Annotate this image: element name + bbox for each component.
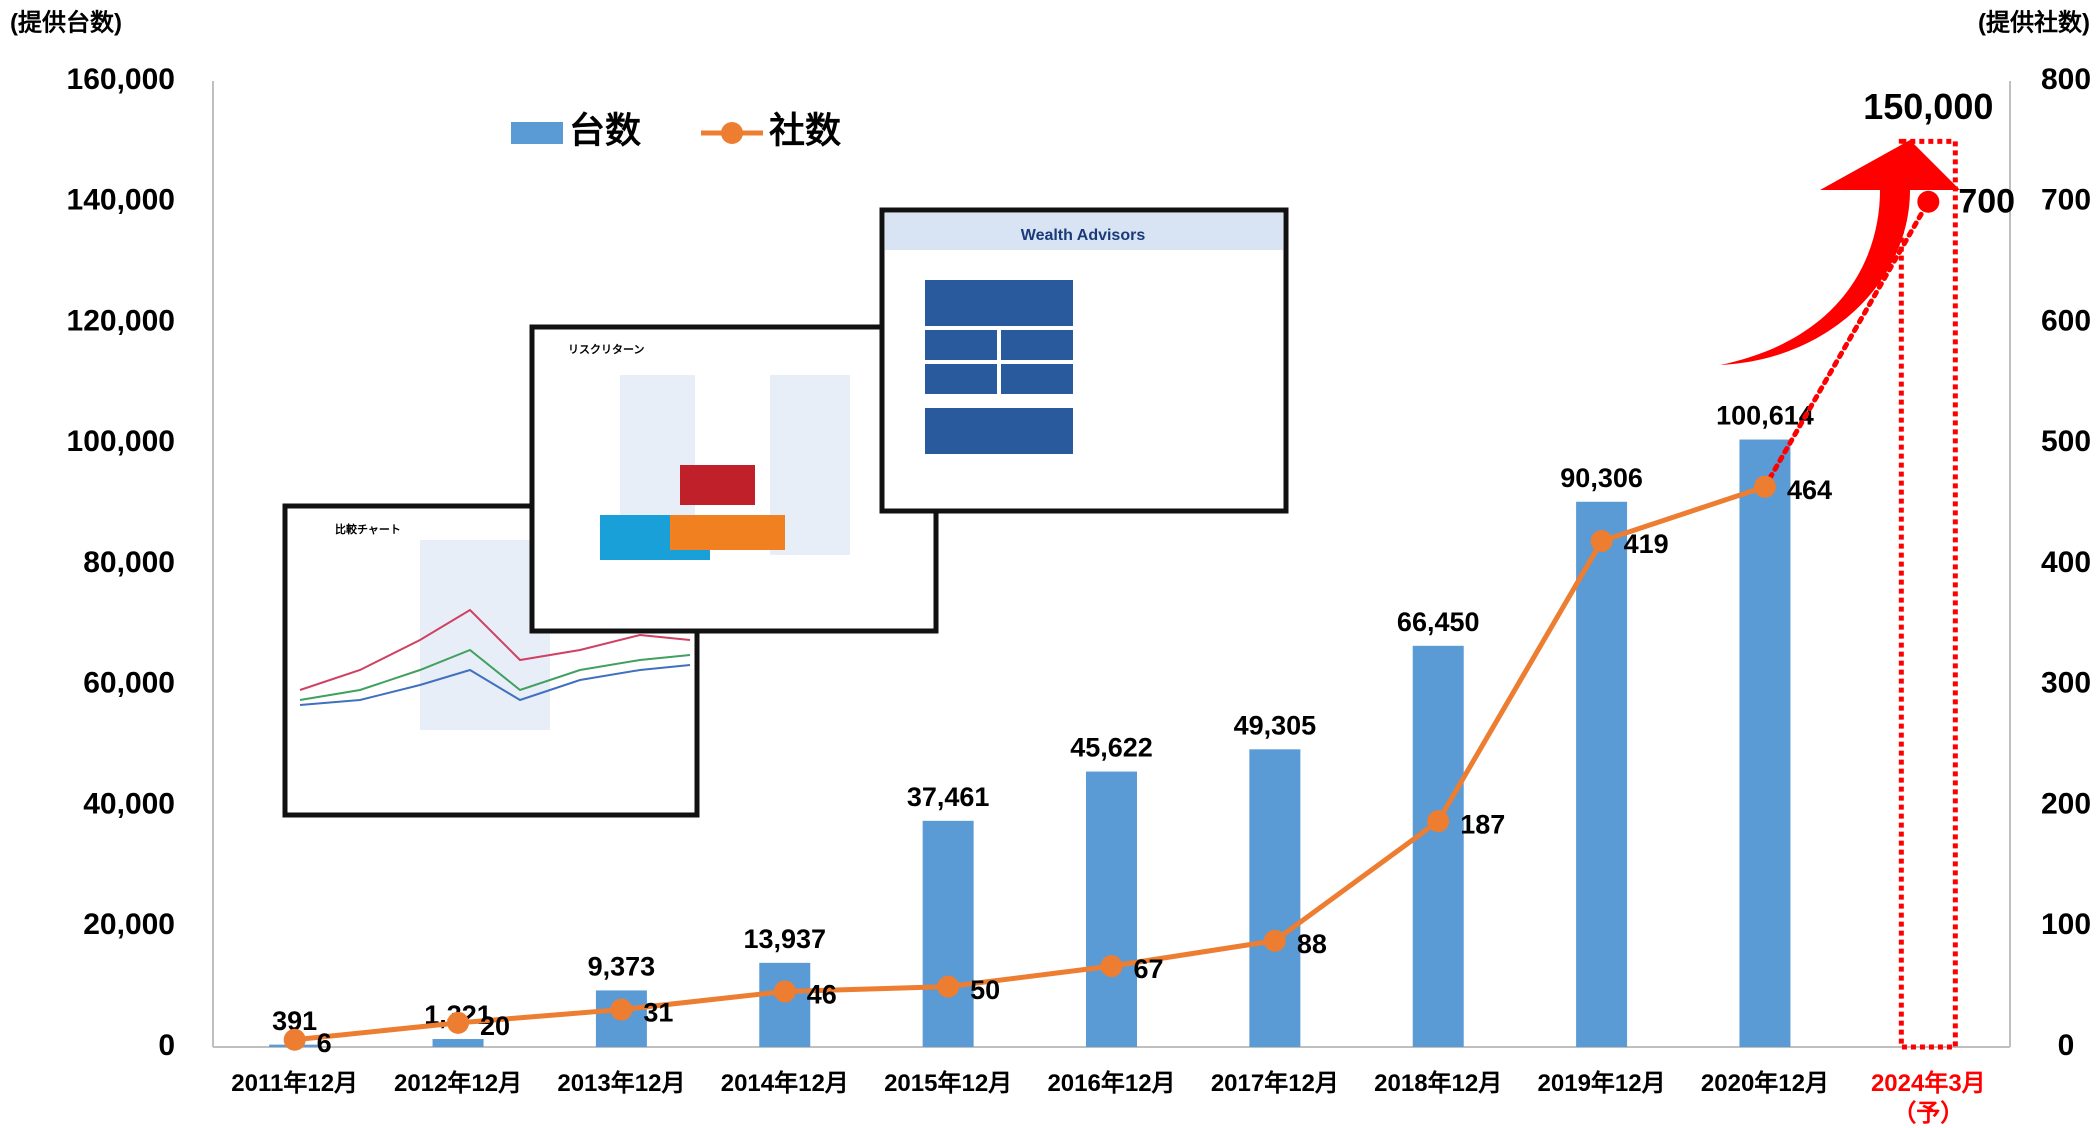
line (294, 484, 1766, 1043)
bar-value-label: 150,000 (1863, 86, 1993, 127)
y2-tick-label: 200 (2041, 787, 2091, 820)
line-value-label: 50 (970, 975, 1000, 1005)
y2-tick-label: 800 (2041, 63, 2091, 96)
x-tick-label: 2013年12月 (557, 1070, 686, 1097)
bar (1249, 749, 1301, 1047)
x-tick-label: 2016年12月 (1047, 1070, 1176, 1097)
line-value-label: 187 (1460, 809, 1505, 839)
inset-title: リスクリターン (568, 343, 644, 356)
x-tick-label: 2018年12月 (1374, 1070, 1503, 1097)
inset-2: リスクリターン (529, 324, 939, 634)
bar-value-label: 49,305 (1234, 710, 1317, 740)
y-tick-label: 80,000 (83, 546, 175, 579)
line-point (1917, 190, 1940, 213)
x-tick-label: 2020年12月 (1700, 1070, 1829, 1097)
y-tick-label: 0 (158, 1029, 175, 1062)
bar (1576, 501, 1628, 1047)
line-value-label: 31 (643, 998, 673, 1028)
bar-value-label: 90,306 (1560, 463, 1643, 493)
y-tick-label: 100,000 (67, 425, 175, 458)
line-point (1100, 955, 1123, 978)
y-tick-label: 40,000 (83, 787, 175, 820)
bar-value-label: 9,373 (588, 952, 656, 982)
line-point (773, 980, 796, 1003)
bar (759, 962, 811, 1047)
line-point (283, 1028, 306, 1051)
x-tick-label: 2015年12月 (884, 1070, 1013, 1097)
legend-swatch (511, 122, 563, 144)
x-tick-label: 2011年12月 (231, 1070, 359, 1097)
bar-value-label: 66,450 (1397, 607, 1480, 637)
legend-label: 社数 (769, 110, 841, 151)
line-value-label: 6 (317, 1028, 332, 1058)
line-point (610, 998, 633, 1021)
line-value-label: 20 (480, 1011, 510, 1041)
y2-tick-label: 500 (2041, 425, 2091, 458)
bar (432, 1039, 484, 1047)
inset-title: Wealth Advisors (1021, 227, 1146, 244)
line-value-label: 46 (807, 980, 837, 1010)
x-tick-label: 2014年12月 (720, 1070, 849, 1097)
bar (1086, 771, 1137, 1047)
line-value-label: 700 (1958, 183, 2015, 221)
bar (1412, 645, 1464, 1047)
y2-tick-label: 700 (2041, 184, 2091, 217)
x-tick-label: 2012年12月 (393, 1070, 523, 1097)
line-point (1753, 475, 1776, 498)
y2-tick-label: 600 (2041, 304, 2091, 337)
line-point (1590, 530, 1613, 553)
legend-swatch (721, 122, 743, 144)
growth-arrow (1720, 140, 1960, 365)
line-point (1427, 810, 1450, 833)
line-value-label: 67 (1134, 954, 1164, 984)
bar (1739, 439, 1791, 1047)
line-value-label: 88 (1297, 929, 1327, 959)
y2-axis-title: (提供社数) (1978, 8, 2090, 36)
y2-tick-label: 0 (2058, 1029, 2075, 1062)
forecast-bar (1898, 138, 1958, 1050)
y-tick-label: 120,000 (67, 304, 175, 337)
bar-value-label: 37,461 (907, 782, 990, 812)
bar-value-label: 13,937 (743, 924, 826, 954)
y2-tick-label: 300 (2041, 667, 2091, 700)
y-tick-label: 160,000 (67, 63, 175, 96)
line-value-label: 419 (1624, 529, 1669, 559)
x-tick-label: 2017年12月 (1210, 1070, 1339, 1097)
y2-tick-label: 400 (2041, 546, 2091, 579)
inset-title: 比較チャート (335, 522, 401, 536)
y-tick-label: 140,000 (67, 184, 175, 217)
forecast-line (1762, 199, 1931, 490)
bar (922, 820, 974, 1047)
x-tick-label: 2019年12月 (1537, 1070, 1666, 1097)
y-axis-title: (提供台数) (10, 8, 122, 36)
bar-value-label: 45,622 (1070, 733, 1153, 763)
inset-3: Wealth Advisors (879, 207, 1289, 514)
y-tick-label: 20,000 (83, 908, 175, 941)
line-point (447, 1011, 470, 1034)
y-tick-label: 60,000 (83, 667, 175, 700)
line-point (937, 975, 960, 998)
line-point (1263, 929, 1286, 952)
y2-tick-label: 100 (2041, 908, 2091, 941)
line-value-label: 464 (1787, 475, 1832, 505)
x-tick-label: 2024年3月（予） (1870, 1070, 1986, 1127)
legend-label: 台数 (569, 110, 641, 151)
